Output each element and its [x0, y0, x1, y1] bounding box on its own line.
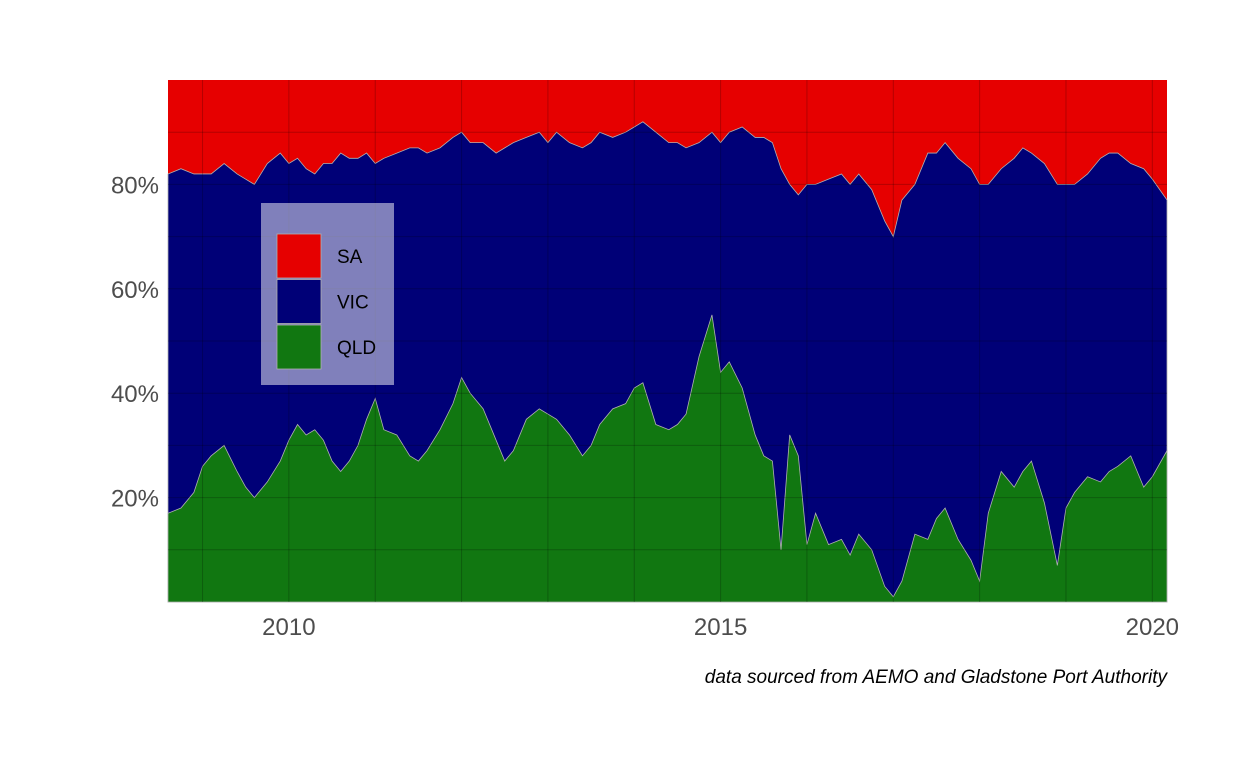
y-tick-label: 40%: [111, 381, 159, 408]
x-axis-tick-labels: 2010 2015 2020: [262, 614, 1179, 641]
y-tick-label: 60%: [111, 277, 159, 304]
area-qld: [167, 314, 1168, 603]
legend-label-qld: QLD: [337, 338, 376, 359]
legend: SA VIC QLD: [261, 203, 394, 385]
legend-swatch-qld: [276, 324, 322, 370]
area-series-group: [167, 80, 1168, 603]
y-axis-tick-labels: 20% 40% 60% 80%: [111, 172, 159, 512]
legend-label-sa: SA: [337, 247, 363, 268]
x-tick-label: 2015: [694, 614, 747, 641]
x-tick-label: 2010: [262, 614, 315, 641]
legend-label-vic: VIC: [337, 293, 369, 314]
y-tick-label: 20%: [111, 486, 159, 513]
legend-swatch-sa: [276, 233, 322, 279]
caption: data sourced from AEMO and Gladstone Por…: [705, 667, 1169, 688]
x-tick-label: 2020: [1126, 614, 1179, 641]
y-tick-label: 80%: [111, 172, 159, 199]
legend-swatch-vic: [276, 279, 322, 324]
